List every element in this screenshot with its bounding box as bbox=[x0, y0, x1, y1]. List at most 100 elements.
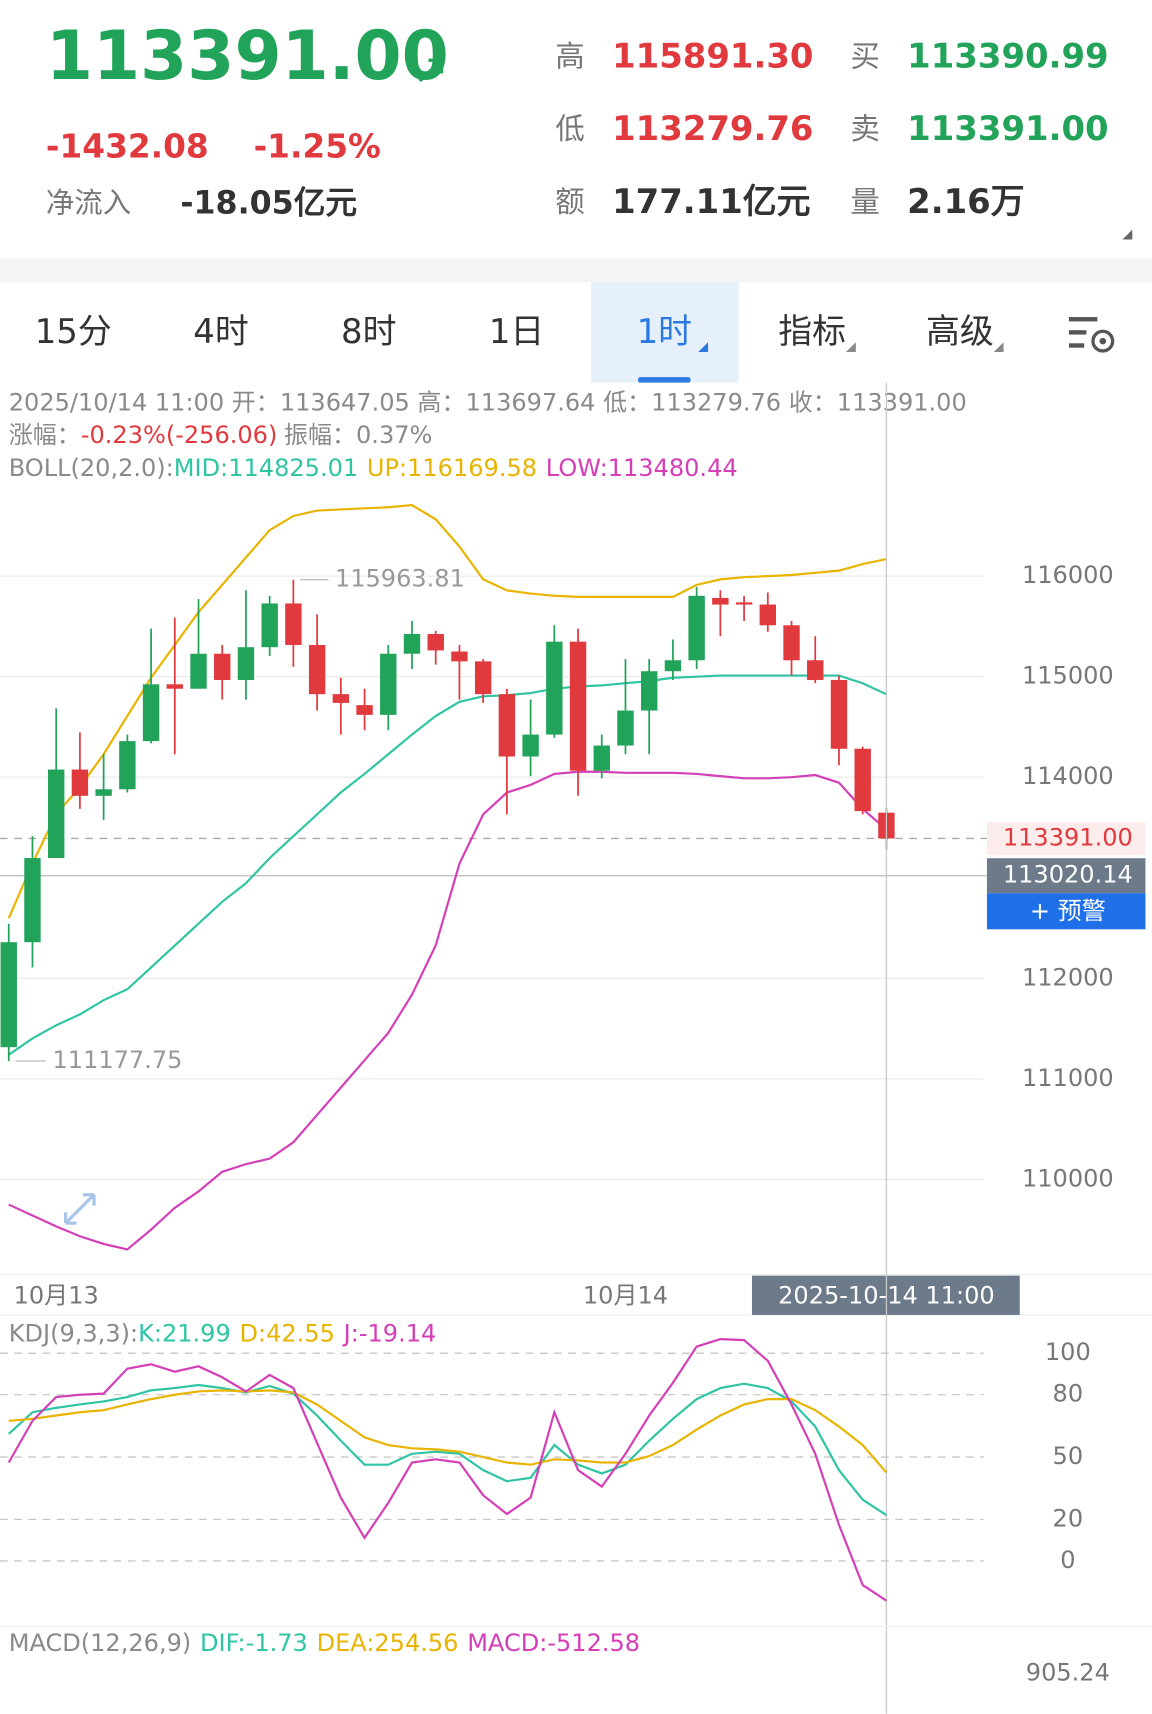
x-tick-label: 10月14 bbox=[583, 1281, 668, 1309]
kdj-chart: KDJ(9,3,3):K:21.99 D:42.55 J:-19.14 0 20 50 80… bbox=[0, 1320, 1091, 1602]
stat-value: 113390.99 bbox=[907, 37, 1108, 76]
stat-label: 量 bbox=[850, 185, 880, 219]
candle-body bbox=[759, 604, 777, 626]
tab[interactable]: 15分 bbox=[35, 312, 112, 351]
candle-body bbox=[332, 694, 350, 703]
kdj-legend: KDJ(9,3,3):K:21.99 D:42.55 J:-19.14 bbox=[9, 1320, 437, 1348]
legend-entry: D:42.55 bbox=[240, 1320, 335, 1348]
candle-body bbox=[522, 734, 539, 757]
tab[interactable]: 高级 bbox=[926, 312, 994, 351]
candle-body bbox=[71, 769, 89, 796]
candle-body bbox=[569, 641, 587, 771]
candle-body bbox=[237, 647, 255, 680]
change-info: 涨幅：-0.23%(-256.06) 振幅：0.37% bbox=[9, 421, 433, 449]
tab[interactable]: 4时 bbox=[193, 312, 248, 351]
y-tick-label: 115000 bbox=[1022, 662, 1114, 690]
candle-body bbox=[142, 684, 160, 742]
candle-body bbox=[783, 625, 800, 661]
candle-body bbox=[474, 661, 492, 695]
y-tick-label: 110000 bbox=[1022, 1164, 1114, 1192]
stat-label: 高 bbox=[555, 40, 585, 74]
y-tick-label: 0 bbox=[1060, 1546, 1075, 1574]
stat-label: 买 bbox=[850, 40, 880, 74]
y-tick-label: 112000 bbox=[1022, 963, 1114, 991]
boll-line bbox=[8, 770, 888, 1251]
ohlc-info: 2025/10/14 11:00 开：113647.05 高：113697.64… bbox=[9, 388, 967, 416]
y-tick-label: 116000 bbox=[1022, 561, 1114, 589]
max-label: 115963.81 bbox=[335, 565, 465, 593]
price-change-pct: -1.25% bbox=[254, 128, 381, 166]
stat-value: 113391.00 bbox=[907, 109, 1108, 148]
boll-line bbox=[8, 674, 887, 1056]
candle-body bbox=[664, 660, 682, 672]
candle-body bbox=[95, 789, 112, 796]
last-price-tag: 113391.00 bbox=[1003, 823, 1133, 851]
legend-entry: DIF:-1.73 bbox=[200, 1629, 308, 1657]
stat-label: 卖 bbox=[850, 112, 880, 146]
expand-corner bbox=[1122, 229, 1133, 240]
min-label: 111177.75 bbox=[52, 1046, 182, 1074]
candle-body bbox=[688, 595, 705, 661]
y-tick-label: 80 bbox=[1053, 1380, 1084, 1408]
kdj-line bbox=[8, 1382, 888, 1517]
change-label: 涨幅： bbox=[9, 421, 81, 449]
candle-body bbox=[451, 651, 468, 662]
trend-arrow bbox=[418, 58, 444, 83]
tab-dropdown-mark bbox=[845, 342, 856, 353]
stat-value: 2.16万 bbox=[907, 182, 1024, 221]
last-price-box bbox=[986, 822, 1146, 855]
expand-icon[interactable] bbox=[63, 1193, 96, 1225]
candle-body bbox=[641, 671, 658, 711]
macd-title: MACD(12,26,9) bbox=[9, 1629, 192, 1657]
tab-dropdown-mark bbox=[993, 342, 1004, 353]
stat-label: 额 bbox=[555, 185, 585, 219]
stat-value: 113279.76 bbox=[612, 109, 813, 148]
indicator-name: BOLL(20,2.0): bbox=[9, 454, 174, 482]
alert-button-bg[interactable] bbox=[986, 893, 1146, 930]
candle-body bbox=[214, 653, 231, 680]
legend-entry: K:21.99 bbox=[138, 1320, 231, 1348]
candle-body bbox=[24, 858, 41, 943]
legend-entry: UP:116169.58 bbox=[367, 454, 537, 482]
candle-body bbox=[119, 741, 136, 790]
candle-body bbox=[380, 653, 397, 715]
candle-body bbox=[593, 745, 610, 771]
kdj-line bbox=[7, 1338, 888, 1602]
net-inflow: -18.05亿元 bbox=[180, 185, 357, 221]
legend-entry: MID:114825.01 bbox=[174, 454, 358, 482]
candle-body bbox=[498, 694, 516, 757]
stat-label: 低 bbox=[555, 112, 585, 146]
price-change: -1432.08 bbox=[46, 128, 209, 166]
macd-legend: MACD(12,26,9) DIF:-1.73 DEA:254.56 MACD:-51… bbox=[9, 1629, 640, 1657]
y-tick-label: 20 bbox=[1053, 1504, 1084, 1532]
stats: 高 115891.30 买 113390.99 低 113279.76 卖 113391.00… bbox=[555, 37, 1108, 221]
settings-icon[interactable] bbox=[1068, 317, 1115, 353]
tab[interactable]: 指标 bbox=[778, 312, 846, 351]
candle-body bbox=[712, 597, 729, 605]
alert-button[interactable]: + 预警 bbox=[1030, 897, 1106, 925]
candle-body bbox=[735, 602, 753, 605]
boll-line bbox=[7, 503, 887, 919]
legend-entry: DEA:254.56 bbox=[317, 1629, 459, 1657]
candle-body bbox=[356, 705, 373, 715]
y-tick-label: 100 bbox=[1045, 1338, 1091, 1366]
candle-body bbox=[261, 603, 278, 648]
candle-body bbox=[830, 679, 848, 749]
candle-body bbox=[854, 748, 871, 812]
y-tick-label: 50 bbox=[1053, 1442, 1084, 1470]
tab[interactable]: 1日 bbox=[489, 312, 544, 351]
crosshair-price-tag: 113020.14 bbox=[1003, 861, 1133, 889]
candle-body bbox=[308, 644, 326, 695]
tab[interactable]: 1时 bbox=[637, 312, 692, 351]
legend-entry: MACD:-512.58 bbox=[467, 1629, 640, 1657]
candle-body bbox=[546, 641, 563, 735]
tab-bar: 15分 4时 8时 1日 1时 指标 高级 bbox=[35, 282, 1004, 383]
x-tick-label: 10月13 bbox=[14, 1281, 99, 1309]
candle-body bbox=[285, 603, 302, 645]
stat-value: 115891.30 bbox=[612, 37, 813, 76]
tab[interactable]: 8时 bbox=[341, 312, 396, 351]
y-tick-label: 114000 bbox=[1022, 762, 1114, 790]
amplitude: 振幅：0.37% bbox=[284, 421, 432, 449]
kdj-line bbox=[8, 1389, 888, 1474]
last-price: 113391.00 bbox=[46, 16, 449, 95]
